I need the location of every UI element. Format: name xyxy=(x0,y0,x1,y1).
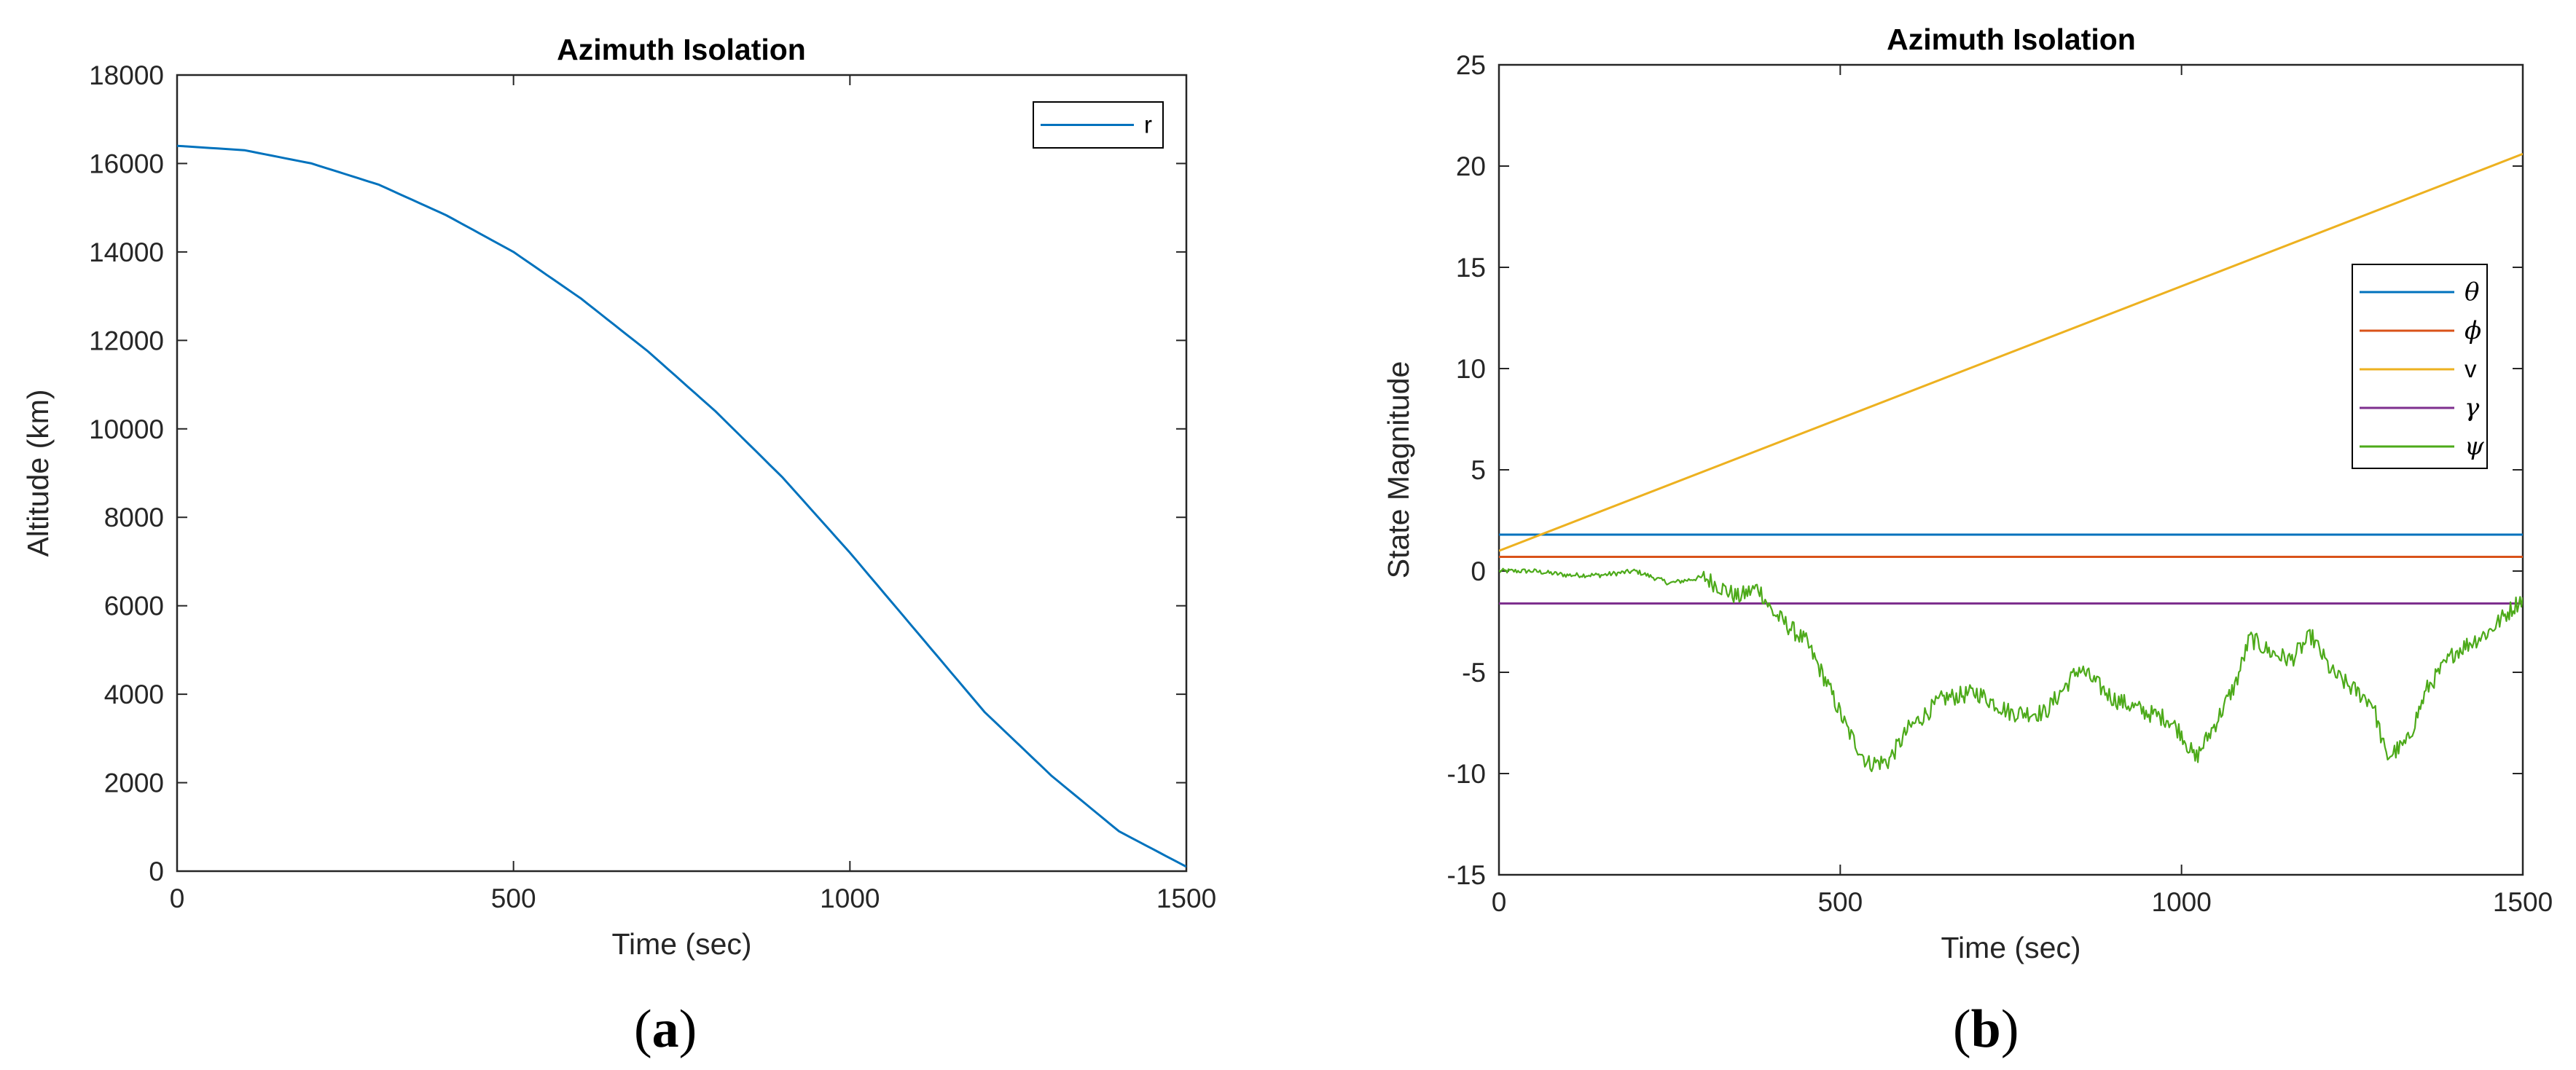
y-tick-label: -5 xyxy=(1462,658,1486,688)
y-tick-label: 0 xyxy=(149,857,164,886)
series-group xyxy=(177,144,1186,868)
y-tick-label: -10 xyxy=(1447,759,1486,789)
y-tick-label: 10 xyxy=(1456,354,1486,384)
series-line-4 xyxy=(1499,567,2523,773)
y-tick-label: 2000 xyxy=(104,768,164,798)
legend-label-3: γ xyxy=(2465,393,2480,422)
legend-label-2: v xyxy=(2465,355,2477,382)
panel-label-letter: a xyxy=(652,999,679,1059)
legend-label-1: ϕ xyxy=(2465,316,2481,345)
chart-b: 0 500 1000 1500 -15 -10 -5 0 5 10 15 20 25 Azimuth Is… xyxy=(1382,23,2553,1059)
x-tick-label: 1000 xyxy=(2152,887,2212,917)
y-tick-label: 16000 xyxy=(89,149,164,178)
x-tick-label: 500 xyxy=(1817,887,1863,917)
chart-title: Azimuth Isolation xyxy=(557,33,806,66)
panel-label-close: ) xyxy=(679,999,697,1059)
x-tick-label: 1500 xyxy=(1156,884,1216,913)
axes-box xyxy=(176,74,1188,873)
y-tick-label: 6000 xyxy=(104,591,164,621)
series-line-0 xyxy=(177,144,1186,868)
y-tick-label: 5 xyxy=(1471,455,1486,485)
y-tick-label: 12000 xyxy=(89,326,164,355)
y-tick-label: -15 xyxy=(1447,860,1486,890)
y-tick-label: 8000 xyxy=(104,503,164,532)
y-tick-label: 15 xyxy=(1456,253,1486,283)
x-axis-label: Time (sec) xyxy=(611,927,751,961)
chart-a: 0 500 1000 1500 0 2000 4000 6000 8000 10000 12000 1… xyxy=(21,33,1216,1059)
series-line-2 xyxy=(1499,152,2523,552)
y-tick-label: 0 xyxy=(1471,556,1486,586)
legend-label-0: θ xyxy=(2465,278,2479,307)
y-tick-label: 20 xyxy=(1456,152,1486,181)
y-tick-label: 18000 xyxy=(89,60,164,90)
panel-label: (b) xyxy=(1953,999,2019,1059)
panel-label-letter: b xyxy=(1971,999,2001,1059)
x-tick-label: 1000 xyxy=(820,884,880,913)
x-tick-label: 0 xyxy=(1492,887,1507,917)
panel-label-close: ) xyxy=(2001,999,2019,1059)
legend-label-0: r xyxy=(1144,111,1152,138)
y-tick-label: 10000 xyxy=(89,414,164,444)
x-tick-label: 0 xyxy=(170,884,185,913)
legend-box xyxy=(2352,264,2488,469)
panel-label-open: ( xyxy=(634,999,652,1059)
y-tick-label: 25 xyxy=(1456,50,1486,80)
legend-label-4: ψ xyxy=(2465,432,2484,461)
panel-label-open: ( xyxy=(1953,999,1971,1059)
series-group xyxy=(1499,152,2523,773)
y-tick-label: 14000 xyxy=(89,237,164,267)
y-tick-label: 4000 xyxy=(104,680,164,709)
panel-label: (a) xyxy=(634,999,697,1059)
x-tick-label: 500 xyxy=(491,884,536,913)
y-axis-label: Altitude (km) xyxy=(21,389,55,556)
x-axis-label: Time (sec) xyxy=(1941,931,2080,964)
chart-title: Azimuth Isolation xyxy=(1887,23,2136,56)
x-tick-label: 1500 xyxy=(2493,887,2553,917)
axes-box xyxy=(1498,63,2524,876)
y-axis-label: State Magnitude xyxy=(1382,361,1415,579)
